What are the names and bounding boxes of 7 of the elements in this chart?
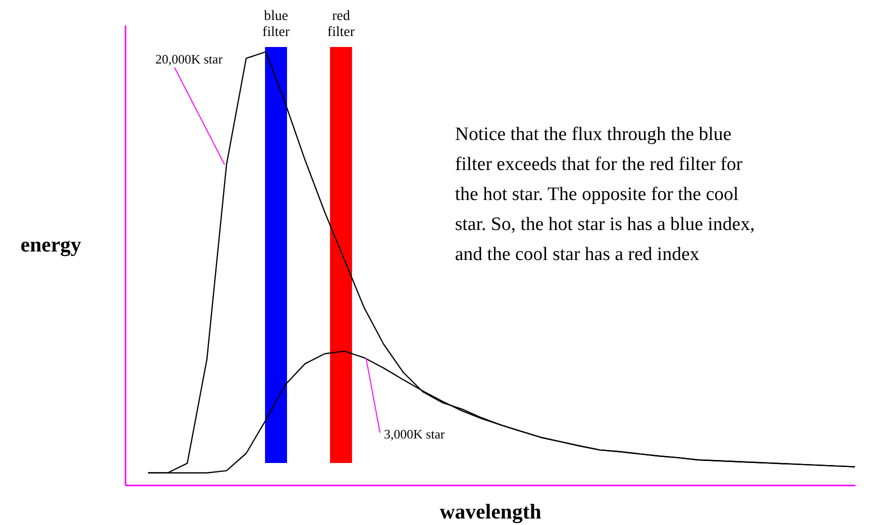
x-axis-title: wavelength xyxy=(440,500,542,524)
text: red filter xyxy=(327,9,355,40)
series-label: 20,000K star xyxy=(155,51,224,66)
annotation: Notice that the flux through the blue filter exceeds that for the red filter for the hot star. The opposite for the cool star. So, the hot star is has a blue index, and the cool star has a red index xyxy=(455,124,755,265)
y-axis-title: energy xyxy=(20,232,82,256)
text: blue filter xyxy=(262,9,290,40)
series-label: 3,000K star xyxy=(384,426,446,442)
